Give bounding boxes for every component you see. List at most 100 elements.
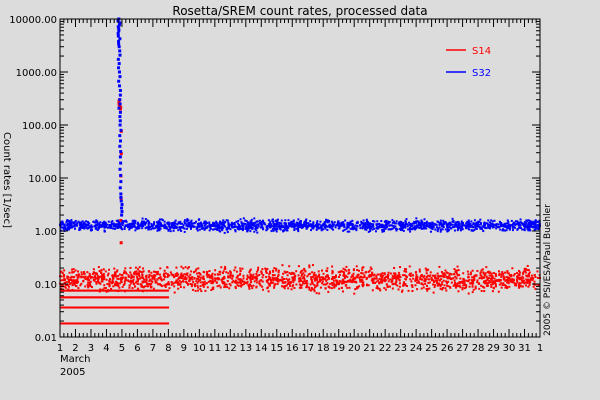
data-point-s32 [324,227,327,230]
data-point-s32 [309,220,312,223]
data-point-s14 [332,279,335,282]
data-point-s14 [103,289,106,292]
data-point-s32 [316,220,319,223]
data-point-s14 [164,283,167,286]
data-point-s32 [439,230,442,233]
data-point-s14 [270,280,273,283]
data-point-s14 [380,273,383,276]
data-point-s14 [389,285,392,288]
spike-point-s32 [118,115,122,119]
data-point-s14 [471,279,474,282]
data-point-s32 [123,227,126,230]
data-point-s14 [530,274,533,277]
data-point-s32 [188,222,191,225]
data-point-s14 [342,278,345,281]
spike-point-s32 [118,49,122,53]
data-point-s14 [198,278,201,281]
data-point-s14 [239,267,242,270]
data-point-s14 [135,273,138,276]
data-point-s14 [150,296,153,299]
data-point-s32 [276,218,279,221]
data-point-s32 [138,227,141,230]
data-point-s14 [185,277,188,280]
data-point-s14 [134,306,137,309]
data-point-s14 [118,322,121,325]
data-point-s14 [85,322,88,325]
data-point-s14 [445,280,448,283]
data-point-s14 [301,280,304,283]
data-point-s32 [441,224,444,227]
data-point-s14 [212,287,215,290]
data-point-s32 [454,222,457,225]
data-point-s14 [325,279,328,282]
data-point-s32 [283,222,286,225]
data-point-s32 [362,222,365,225]
data-point-s14 [185,280,188,283]
data-point-s32 [487,226,490,229]
data-point-s32 [519,218,522,221]
data-point-s14 [191,276,194,279]
data-point-s14 [69,278,72,281]
data-point-s14 [182,267,185,270]
data-point-s14 [356,269,359,272]
data-point-s14 [65,281,68,284]
data-point-s32 [144,223,147,226]
data-point-s32 [439,228,442,231]
data-point-s14 [106,274,109,277]
data-point-s14 [480,277,483,280]
data-point-s14 [107,322,110,325]
data-point-s14 [147,270,150,273]
data-point-s14 [97,296,100,299]
data-point-s32 [309,223,312,226]
data-point-s32 [103,222,106,225]
data-point-s14 [113,296,116,299]
data-point-s32 [235,220,238,223]
data-point-s14 [469,273,472,276]
data-point-s14 [426,289,429,292]
data-point-s14 [96,289,99,292]
data-point-s14 [401,274,404,277]
data-point-s32 [220,225,223,228]
data-point-s32 [227,223,230,226]
data-point-s14 [517,283,520,286]
x-tick-label: 20 [348,343,361,354]
data-point-s32 [503,222,506,225]
data-point-s32 [280,219,283,222]
data-point-s14 [68,271,71,274]
data-point-s14 [195,280,198,283]
data-point-s14 [115,270,118,273]
x-tick-label: 22 [379,343,392,354]
data-point-s32 [195,220,198,223]
data-point-s32 [369,229,372,232]
data-point-s14 [88,275,91,278]
data-point-s32 [183,227,186,230]
data-point-s32 [400,227,403,230]
data-point-s14 [315,285,318,288]
data-point-s14 [445,289,448,292]
data-point-s32 [256,223,259,226]
data-point-s14 [76,322,79,325]
data-point-s14 [375,287,378,290]
data-point-s32 [150,223,153,226]
data-point-s14 [197,267,200,270]
data-point-s32 [223,224,226,227]
data-point-s32 [495,223,498,226]
data-point-s14 [107,306,110,309]
data-point-s32 [292,225,295,228]
data-point-s32 [278,221,281,224]
data-point-s14 [101,289,104,292]
data-point-s32 [144,217,147,220]
data-point-s14 [302,272,305,275]
data-point-s14 [431,274,434,277]
data-point-s14 [482,272,485,275]
data-point-s14 [133,270,136,273]
data-point-s32 [497,225,500,228]
data-point-s14 [70,322,73,325]
data-point-s32 [493,223,496,226]
data-point-s14 [64,306,67,309]
data-point-s14 [361,272,364,275]
data-point-s14 [233,269,236,272]
data-point-s14 [317,270,320,273]
data-point-s32 [226,231,229,234]
data-point-s14 [437,282,440,285]
